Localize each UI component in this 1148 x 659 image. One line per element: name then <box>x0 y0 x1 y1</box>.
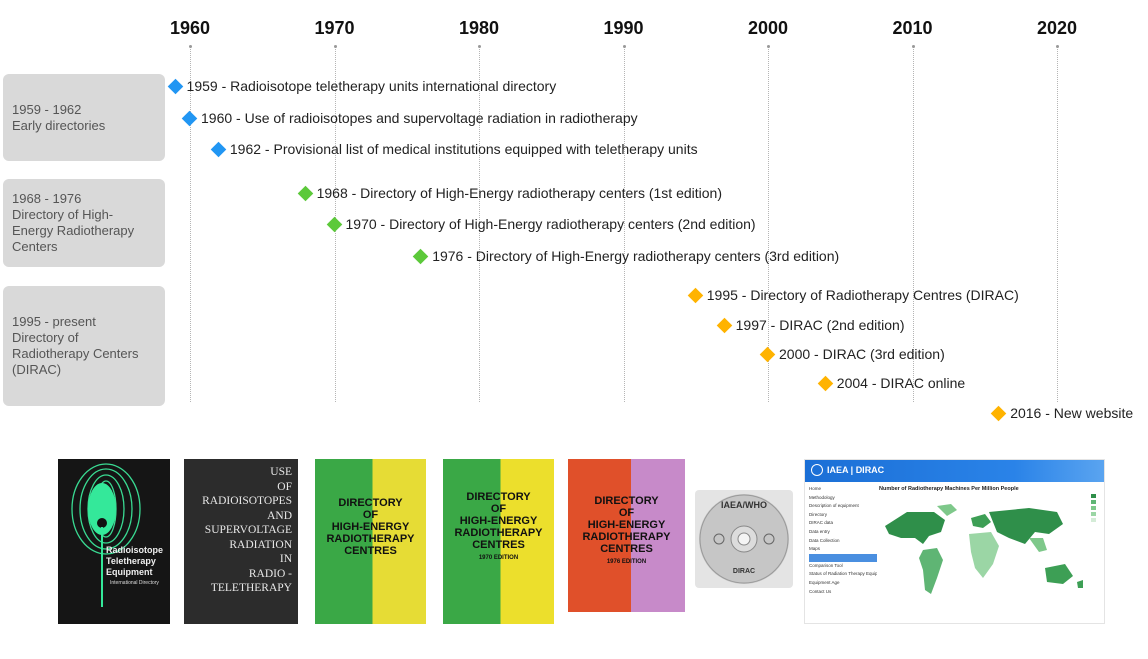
cd-top-text: IAEA/WHO <box>695 500 793 510</box>
website-menu-item: Home <box>809 485 877 494</box>
diamond-marker-icon <box>326 216 342 232</box>
year-label-1970: 1970 <box>314 18 354 39</box>
cd-dirac: IAEA/WHO DIRAC <box>695 490 793 588</box>
cover-title: Radioisotope Teletherapy Equipment <box>106 545 166 578</box>
cover-title: USE OF RADIOISOTOPES AND SUPERVOLTAGE RA… <box>188 465 292 596</box>
website-menu-item: Methodology <box>809 494 877 503</box>
year-tick-dot <box>623 45 626 48</box>
website-menu-item: Data Collection <box>809 537 877 546</box>
year-tick-dot <box>912 45 915 48</box>
year-gridline <box>190 46 191 402</box>
timeline-event: 1995 - Directory of Radiotherapy Centres… <box>696 285 1019 305</box>
website-screenshot: IAEA | DIRAC Home Methodology Description … <box>804 459 1105 624</box>
event-label: 2016 - New website <box>1010 405 1133 421</box>
timeline-event: 1962 - Provisional list of medical insti… <box>219 139 698 159</box>
cover-directory-1970: DIRECTORY OF HIGH-ENERGY RADIOTHERAPY CE… <box>443 459 554 624</box>
year-tick-dot <box>478 45 481 48</box>
event-label: 2004 - DIRAC online <box>837 375 965 391</box>
event-label: 1997 - DIRAC (2nd edition) <box>736 317 905 333</box>
diamond-marker-icon <box>211 141 227 157</box>
cover-radioisotope-teletherapy: Radioisotope Teletherapy Equipment Inter… <box>58 459 170 624</box>
year-tick-dot <box>767 45 770 48</box>
diamond-marker-icon <box>413 248 429 264</box>
website-brand: IAEA | DIRAC <box>827 465 884 475</box>
event-label: 1976 - Directory of High-Energy radiothe… <box>432 248 839 264</box>
diamond-marker-icon <box>760 346 776 362</box>
diamond-marker-icon <box>687 287 703 303</box>
event-label: 1995 - Directory of Radiotherapy Centres… <box>707 287 1019 303</box>
cover-edition: 1976 EDITION <box>568 559 685 565</box>
radiation-swirl-graphic <box>58 459 170 624</box>
cover-title: DIRECTORY OF HIGH-ENERGY RADIOTHERAPY CE… <box>568 495 685 555</box>
cd-bottom-text: DIRAC <box>695 568 793 575</box>
world-map-graphic <box>879 498 1093 618</box>
timeline-event: 1968 - Directory of High-Energy radiothe… <box>306 183 722 203</box>
diamond-marker-icon <box>716 317 732 333</box>
cover-title: DIRECTORY OF HIGH-ENERGY RADIOTHERAPY CE… <box>443 491 554 551</box>
diamond-marker-icon <box>182 110 198 126</box>
cover-use-of-radioisotopes: USE OF RADIOISOTOPES AND SUPERVOLTAGE RA… <box>184 459 298 624</box>
cover-subtitle: International Directory <box>110 580 159 586</box>
group-label: 1959 - 1962 Early directories <box>12 102 105 134</box>
timeline-event: 1997 - DIRAC (2nd edition) <box>725 315 905 335</box>
group-box-dirac: 1995 - present Directory of Radiotherapy… <box>3 286 165 406</box>
website-menu-item: Directory <box>809 511 877 520</box>
group-label: 1995 - present Directory of Radiotherapy… <box>12 314 138 378</box>
website-menu-item: Maps <box>809 545 877 554</box>
website-heading: Number of Radiotherapy Machines Per Mill… <box>879 486 1019 492</box>
cover-title: DIRECTORY OF HIGH-ENERGY RADIOTHERAPY CE… <box>315 497 426 557</box>
timeline-event: 1976 - Directory of High-Energy radiothe… <box>421 246 839 266</box>
timeline-event: 1959 - Radioisotope teletherapy units in… <box>176 76 557 96</box>
website-menu-item: Status of Radiation Therapy Equipment <box>809 570 877 579</box>
year-tick-dot <box>334 45 337 48</box>
timeline-event: 1960 - Use of radioisotopes and supervol… <box>190 108 638 128</box>
timeline-event: 2000 - DIRAC (3rd edition) <box>768 344 945 364</box>
cover-directory-1976: DIRECTORY OF HIGH-ENERGY RADIOTHERAPY CE… <box>568 459 685 612</box>
event-label: 1960 - Use of radioisotopes and supervol… <box>201 110 638 126</box>
website-menu-item: DIRAC data <box>809 519 877 528</box>
timeline-event: 2016 - New website <box>999 403 1133 423</box>
group-box-early: 1959 - 1962 Early directories <box>3 74 165 161</box>
website-menu-item: Comparison Tool <box>809 562 877 571</box>
cover-directory-1968: DIRECTORY OF HIGH-ENERGY RADIOTHERAPY CE… <box>315 459 426 624</box>
timeline-event: 2004 - DIRAC online <box>826 373 965 393</box>
group-label: 1968 - 1976 Directory of High- Energy Ra… <box>12 191 134 255</box>
map-legend <box>1091 494 1096 522</box>
timeline-event: 1970 - Directory of High-Energy radiothe… <box>335 214 756 234</box>
diamond-marker-icon <box>818 375 834 391</box>
cover-edition: 1970 EDITION <box>443 555 554 561</box>
year-tick-dot <box>189 45 192 48</box>
event-label: 1968 - Directory of High-Energy radiothe… <box>317 185 722 201</box>
event-label: 1962 - Provisional list of medical insti… <box>230 141 698 157</box>
website-header: IAEA | DIRAC <box>805 460 1104 482</box>
year-label-2000: 2000 <box>748 18 788 39</box>
event-label: 1970 - Directory of High-Energy radiothe… <box>346 216 756 232</box>
website-sidebar: Home Methodology Description of equipment D… <box>809 485 877 596</box>
year-label-1990: 1990 <box>603 18 643 39</box>
diamond-marker-icon <box>991 405 1007 421</box>
year-tick-dot <box>1056 45 1059 48</box>
year-label-2020: 2020 <box>1037 18 1077 39</box>
diamond-marker-icon <box>167 78 183 94</box>
website-menu-item: Equipment Age <box>809 579 877 588</box>
diamond-marker-icon <box>297 185 313 201</box>
year-gridline <box>1057 46 1058 402</box>
website-menu-item: Contact Us <box>809 588 877 597</box>
group-box-high_energy: 1968 - 1976 Directory of High- Energy Ra… <box>3 179 165 267</box>
year-label-2010: 2010 <box>892 18 932 39</box>
website-menu-item: Description of equipment <box>809 502 877 511</box>
year-label-1980: 1980 <box>459 18 499 39</box>
website-menu-item: Data entry <box>809 528 877 537</box>
event-label: 2000 - DIRAC (3rd edition) <box>779 346 945 362</box>
year-label-1960: 1960 <box>170 18 210 39</box>
website-menu-item <box>809 554 877 562</box>
iaea-logo-icon <box>811 464 823 476</box>
event-label: 1959 - Radioisotope teletherapy units in… <box>187 78 557 94</box>
